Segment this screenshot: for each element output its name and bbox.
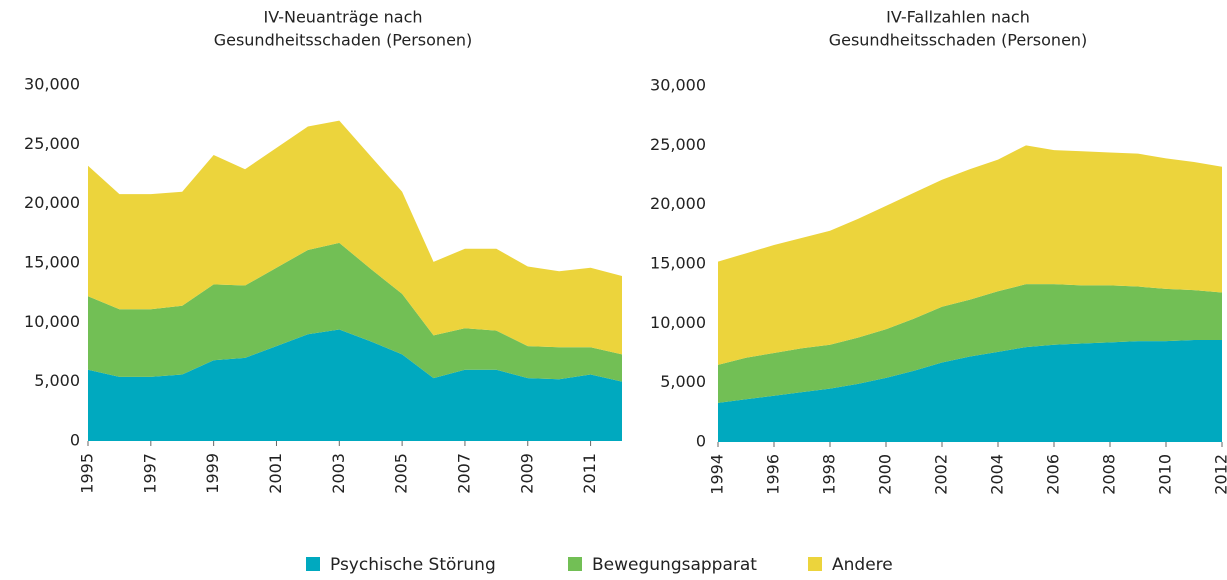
x-tick-label: 1997 [140, 453, 159, 494]
area [718, 339, 1222, 442]
x-tick-label: 2005 [392, 453, 411, 494]
y-tick-label: 15,000 [650, 254, 706, 273]
x-tick-label: 2012 [1212, 454, 1227, 495]
y-tick-label: 0 [70, 431, 80, 450]
x-tick-label: 1996 [764, 454, 783, 495]
y-tick-label: 30,000 [650, 76, 706, 95]
chart-title: Gesundheitsschaden (Personen) [829, 31, 1088, 50]
y-tick-label: 25,000 [650, 135, 706, 154]
x-tick-label: 2001 [266, 453, 285, 494]
x-tick-label: 1995 [78, 453, 97, 494]
y-tick-label: 20,000 [24, 193, 80, 212]
x-tick-label: 2011 [580, 453, 599, 494]
y-tick-label: 15,000 [24, 253, 80, 272]
area [718, 145, 1222, 365]
x-tick-label: 2009 [517, 453, 536, 494]
area [88, 329, 622, 441]
area [88, 242, 622, 382]
legend-label: Andere [832, 555, 893, 575]
x-tick-label: 2002 [932, 454, 951, 495]
y-tick-label: 0 [696, 432, 706, 451]
legend-label: Psychische Störung [330, 555, 496, 575]
chart-title: Gesundheitsschaden (Personen) [214, 31, 473, 50]
y-tick-label: 20,000 [650, 194, 706, 213]
x-tick-label: 2003 [329, 453, 348, 494]
x-tick-label: 1994 [708, 454, 727, 495]
x-tick-label: 2004 [988, 454, 1007, 495]
y-tick-label: 10,000 [650, 313, 706, 332]
y-tick-label: 5,000 [660, 372, 706, 391]
legend-swatch [808, 557, 822, 571]
chart-title: IV-Fallzahlen nach [886, 8, 1030, 27]
x-tick-label: 2006 [1044, 454, 1063, 495]
area [718, 284, 1222, 403]
y-tick-label: 10,000 [24, 312, 80, 331]
y-tick-label: 25,000 [24, 134, 80, 153]
x-tick-label: 2000 [876, 454, 895, 495]
y-tick-label: 30,000 [24, 75, 80, 94]
x-tick-label: 2007 [454, 453, 473, 494]
area [88, 120, 622, 355]
legend-label: Bewegungsapparat [592, 555, 757, 575]
legend-swatch [306, 557, 320, 571]
chart-title: IV-Neuanträge nach [263, 8, 422, 27]
x-tick-label: 2010 [1156, 454, 1175, 495]
y-tick-label: 5,000 [34, 371, 80, 390]
x-tick-label: 1999 [203, 453, 222, 494]
legend-swatch [568, 557, 582, 571]
x-tick-label: 2008 [1100, 454, 1119, 495]
x-tick-label: 1998 [820, 454, 839, 495]
